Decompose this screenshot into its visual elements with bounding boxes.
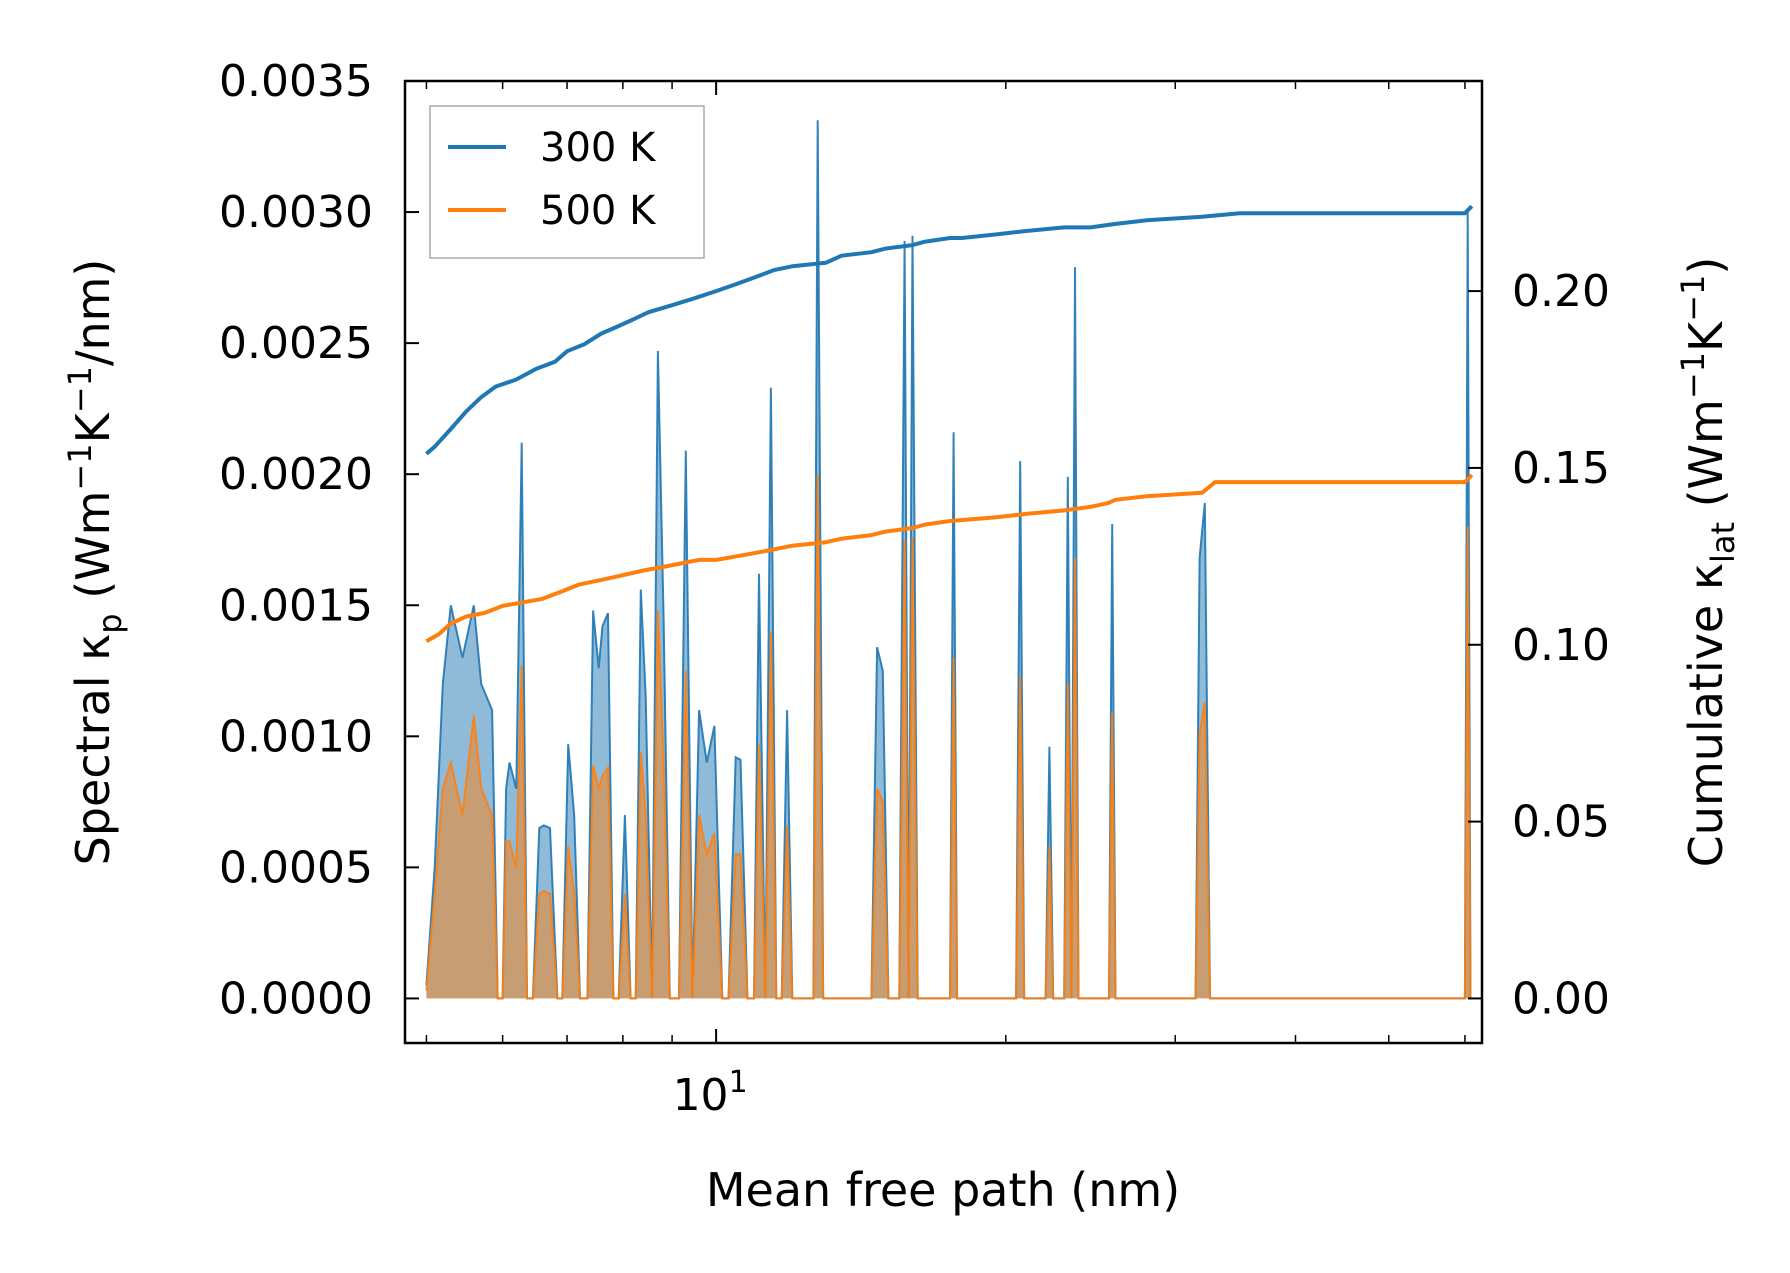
left-tick-label: 0.0025: [219, 318, 373, 369]
right-tick-label: 0.20: [1512, 266, 1610, 317]
left-tick-label: 0.0030: [219, 187, 373, 238]
right-tick-label: 0.15: [1512, 443, 1610, 494]
left-tick-label: 0.0000: [219, 973, 373, 1024]
legend-label-300k: 300 K: [540, 125, 657, 171]
data-lines: [425, 204, 1474, 643]
right-tick-label: 0.00: [1512, 973, 1610, 1024]
right-axis-title: Cumulative κlat (Wm−1K−1): [1674, 257, 1742, 868]
plot-frame: [403, 79, 1484, 1045]
left-tick-label: 0.0035: [219, 56, 373, 107]
cumulative-line-500k: [425, 473, 1474, 643]
spectral-line-500k: [425, 474, 1472, 1000]
x-axis-title: Mean free path (nm): [706, 1163, 1180, 1217]
left-tick-label: 0.0010: [219, 711, 373, 762]
left-tick-label: 0.0020: [219, 449, 373, 500]
spectral-area-500k: [426, 474, 1472, 999]
legend: 300 K 500 K: [429, 105, 705, 259]
cumulative-line-300k: [425, 204, 1474, 456]
left-tick-label: 0.0015: [219, 580, 373, 631]
ticks: 0.0000 0.0005 0.0010 0.0015 0.0020 0.0025 0.00…: [219, 56, 1610, 1121]
legend-box: [429, 105, 705, 259]
x-tick-label: 101: [673, 1065, 748, 1121]
left-tick-label: 0.0005: [219, 842, 373, 893]
spectral-fills: [425, 120, 1472, 1000]
left-axis-title: Spectral κp (Wm−1K−1/nm): [61, 259, 129, 866]
right-tick-label: 0.10: [1512, 620, 1610, 671]
legend-label-500k: 500 K: [540, 188, 657, 234]
right-tick-label: 0.05: [1512, 797, 1610, 848]
